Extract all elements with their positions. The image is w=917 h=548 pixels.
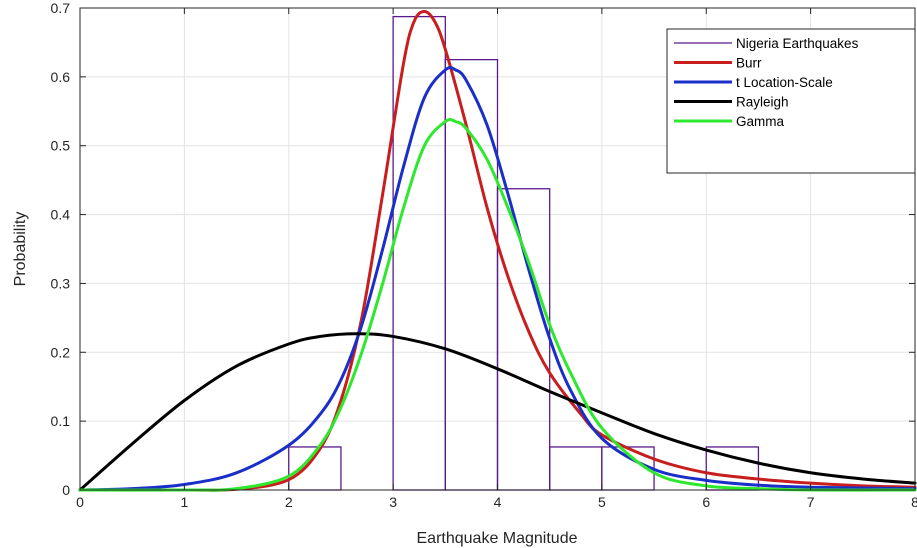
x-tick-label: 0: [76, 494, 84, 510]
x-tick-labels: 0 1 2 3 4 5 6 7 8: [76, 494, 917, 510]
y-tick-label: 0.3: [51, 275, 71, 291]
y-tick-label: 0: [62, 482, 70, 498]
x-tick-label: 1: [180, 494, 188, 510]
y-tick-label: 0.2: [51, 344, 71, 360]
x-tick-label: 3: [389, 494, 397, 510]
x-tick-label: 4: [494, 494, 502, 510]
legend-label-t-location-scale: t Location-Scale: [736, 75, 833, 90]
curve-gamma: [78, 118, 917, 492]
x-tick-label: 7: [807, 494, 815, 510]
x-tick-label: 2: [285, 494, 293, 510]
legend: Nigeria Earthquakes Burr t Location-Scale R…: [666, 28, 916, 174]
y-axis-label: Probability: [12, 212, 29, 287]
legend-label-gamma: Gamma: [736, 114, 785, 129]
curve-burr: [78, 9, 917, 492]
x-tick-label: 5: [598, 494, 606, 510]
curve-rayleigh: [78, 332, 917, 492]
x-tick-label: 6: [702, 494, 710, 510]
y-tick-label: 0.6: [51, 69, 71, 85]
y-tick-labels: 0 0.1 0.2 0.3 0.4 0.5 0.6 0.7: [51, 0, 71, 498]
legend-label-rayleigh: Rayleigh: [736, 95, 789, 110]
axis-ticks: [79, 7, 916, 491]
legend-label-burr: Burr: [736, 56, 762, 71]
y-tick-label: 0.7: [51, 0, 71, 16]
y-tick-label: 0.1: [51, 413, 71, 429]
x-tick-label: 8: [911, 494, 917, 510]
y-tick-label: 0.4: [51, 207, 71, 223]
x-axis-label: Earthquake Magnitude: [417, 530, 578, 547]
legend-label-nigeria-earthquakes: Nigeria Earthquakes: [736, 36, 859, 51]
curve-t-location-scale: [78, 66, 917, 492]
y-tick-label: 0.5: [51, 138, 71, 154]
fitted-curves: [78, 9, 917, 492]
